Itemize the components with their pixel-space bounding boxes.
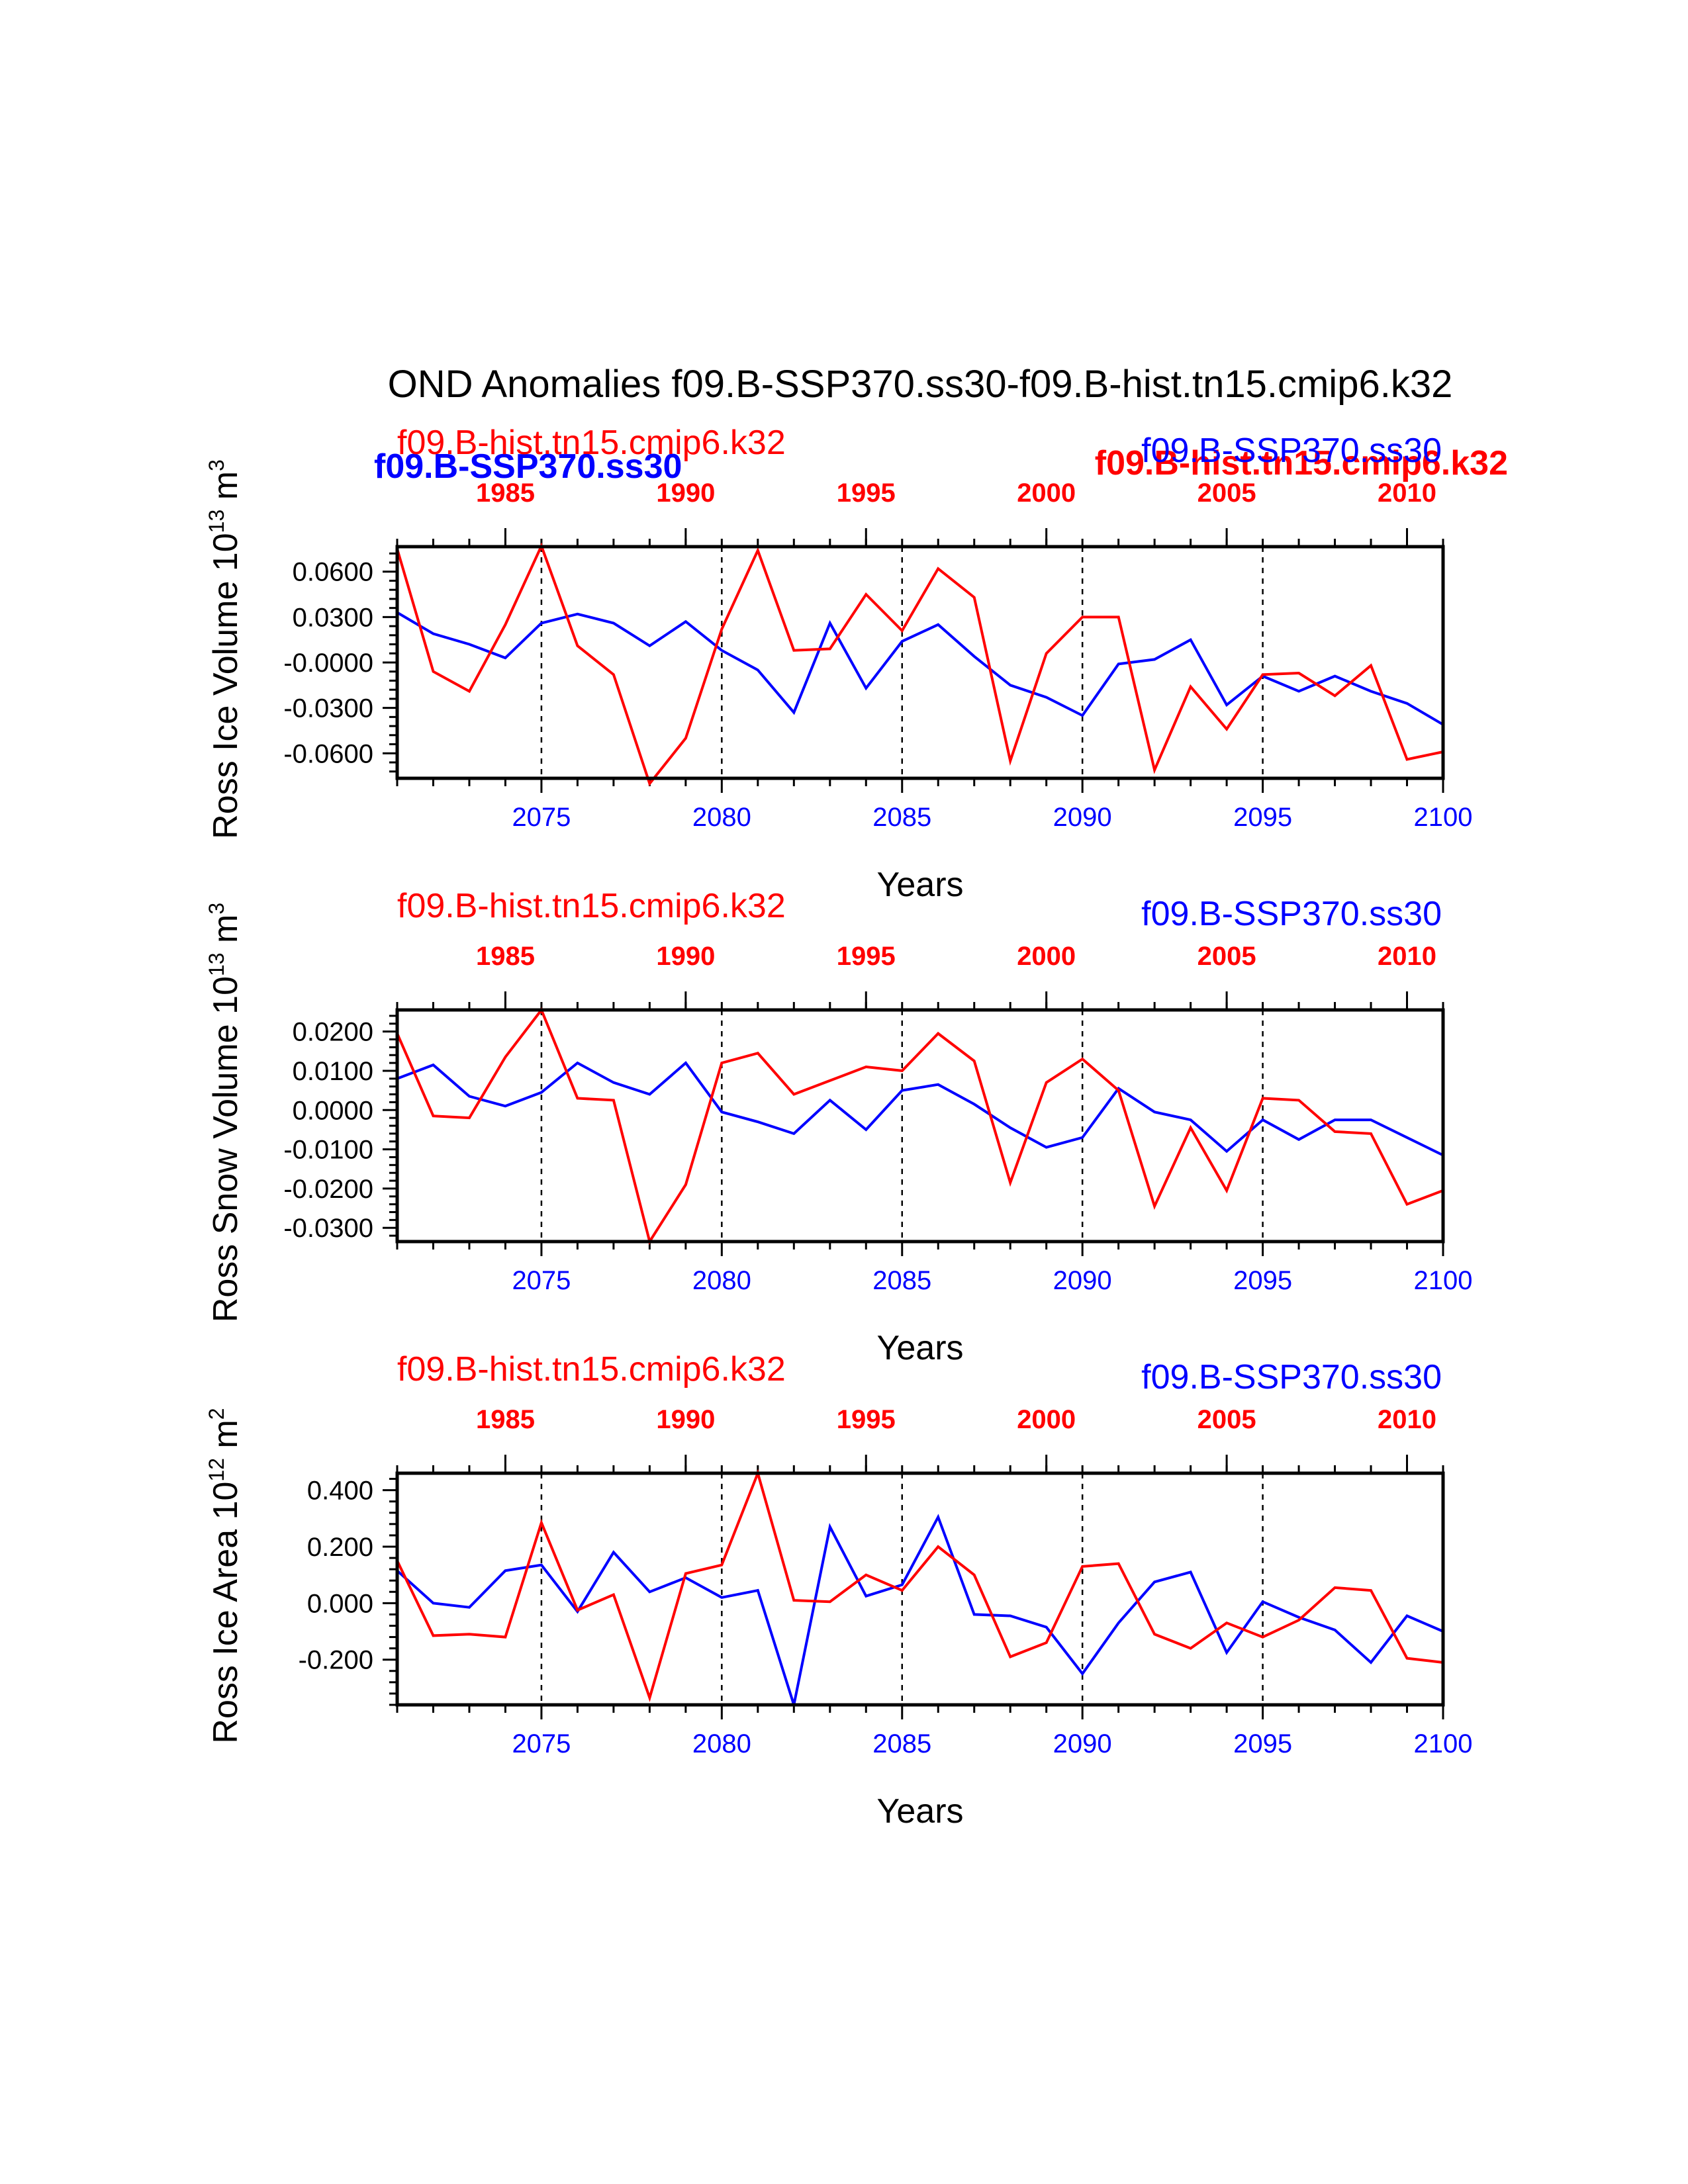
y-axis-title-exponent: 13: [205, 510, 228, 533]
series-line-hist: [396, 1007, 1444, 1245]
series-line-hist: [396, 542, 1444, 787]
y-tick-label: 0.200: [307, 1533, 373, 1562]
x-top-tick-label: 1985: [476, 942, 535, 971]
y-tick-label: 0.0300: [293, 603, 373, 632]
panel-label-ssp370: f09.B-SSP370.ss30: [1141, 895, 1442, 933]
overlap-label-hist: f09.B-hist.tn15.cmip6.k32: [1095, 444, 1508, 482]
y-tick-label: 0.0100: [293, 1057, 373, 1086]
y-axis-title-unit: m: [207, 1420, 245, 1458]
x-top-tick-label: 2005: [1197, 1405, 1256, 1434]
x-top-tick-label: 1990: [656, 1405, 715, 1434]
y-axis-title: Ross Snow Volume 1013 m3: [205, 903, 245, 1322]
x-tick-label: 2085: [872, 803, 931, 832]
overlap-label-ssp370: f09.B-SSP370.ss30: [374, 447, 682, 486]
y-tick-label: -0.0600: [283, 739, 373, 768]
x-tick-label: 2100: [1414, 1729, 1473, 1758]
chart-panel-2: 0.0200 0.0100 0.0000 -0.0100 -0.0200 -0.0300 2…: [205, 887, 1472, 1367]
x-tick-label: 2080: [692, 1729, 751, 1758]
x-top-tick-label: 2000: [1017, 1405, 1076, 1434]
y-tick-label: -0.200: [299, 1646, 373, 1675]
x-tick-label: 2090: [1053, 803, 1112, 832]
panel-label-ssp370: f09.B-SSP370.ss30: [1141, 432, 1442, 470]
figure-title: OND Anomalies f09.B-SSP370.ss30-f09.B-hi…: [388, 363, 1453, 406]
series-line-hist: [396, 1469, 1444, 1702]
x-top-tick-label: 1995: [837, 1405, 896, 1434]
x-axis-title: Years: [876, 866, 963, 904]
x-top-tick-label: 2010: [1378, 1405, 1436, 1434]
x-top-tick-label: 2005: [1197, 478, 1256, 508]
panel-label-hist: f09.B-hist.tn15.cmip6.k32: [397, 424, 786, 462]
x-tick-label: 2075: [512, 803, 571, 832]
y-axis-title-exponent: 13: [205, 952, 228, 976]
x-tick-label: 2075: [512, 1729, 571, 1758]
panel-label-hist: f09.B-hist.tn15.cmip6.k32: [397, 887, 786, 925]
y-tick-label: -0.0100: [283, 1136, 373, 1165]
y-axis-title-unit-exponent: 2: [205, 1408, 228, 1420]
plot-frame: [395, 545, 1445, 780]
x-top-tick-label: 2010: [1378, 478, 1436, 508]
y-tick-label: -0.0300: [283, 694, 373, 723]
series-line-ssp370: [396, 1514, 1444, 1706]
x-tick-label: 2090: [1053, 1729, 1112, 1758]
x-tick-label: 2100: [1414, 1266, 1473, 1295]
series-line-ssp370: [396, 611, 1444, 726]
plot-frame: [395, 1008, 1445, 1244]
x-tick-label: 2085: [872, 1266, 931, 1295]
x-tick-label: 2090: [1053, 1266, 1112, 1295]
y-axis-title-exponent: 12: [205, 1458, 228, 1482]
panel-label-ssp370: f09.B-SSP370.ss30: [1141, 1358, 1442, 1396]
y-axis-title-unit: m: [207, 915, 245, 953]
x-top-tick-label: 1985: [476, 478, 535, 508]
y-tick-label: -0.0300: [283, 1214, 373, 1243]
y-axis-title-unit-exponent: 3: [205, 459, 228, 471]
x-tick-label: 2100: [1414, 803, 1473, 832]
plot-frame: [395, 1471, 1445, 1707]
y-axis-title-unit: m: [207, 471, 245, 510]
y-tick-label: 0.000: [307, 1589, 373, 1618]
x-tick-label: 2080: [692, 803, 751, 832]
chart-panel-1: 0.0600 0.0300 -0.0000 -0.0300 -0.0600 2075 208…: [205, 424, 1472, 904]
y-tick-label: 0.400: [307, 1477, 373, 1506]
y-axis-title: Ross Ice Area 1012 m2: [205, 1408, 245, 1743]
y-tick-label: 0.0200: [293, 1018, 373, 1047]
x-tick-label: 2075: [512, 1266, 571, 1295]
y-axis-title-main: Ross Snow Volume 10: [207, 976, 245, 1322]
x-tick-label: 2080: [692, 1266, 751, 1295]
y-tick-label: -0.0200: [283, 1175, 373, 1204]
x-tick-label: 2085: [872, 1729, 931, 1758]
x-axis-title: Years: [876, 1792, 963, 1831]
chart-panel-3: 0.400 0.200 0.000 -0.200 2075 2080 2085 2090 209…: [205, 1350, 1472, 1831]
x-top-tick-label: 2000: [1017, 942, 1076, 971]
x-top-tick-label: 1995: [837, 478, 896, 508]
x-top-tick-label: 1995: [837, 942, 896, 971]
series-line-ssp370: [397, 1061, 1444, 1157]
y-tick-label: 0.0600: [293, 558, 373, 587]
x-tick-label: 2095: [1233, 1729, 1292, 1758]
y-tick-label: -0.0000: [283, 649, 373, 678]
x-top-tick-label: 1985: [476, 1405, 535, 1434]
panels-group: 0.0600 0.0300 -0.0000 -0.0300 -0.0600 2075 208…: [205, 424, 1472, 1831]
y-tick-label: 0.0000: [293, 1096, 373, 1125]
x-tick-label: 2095: [1233, 803, 1292, 832]
x-top-tick-label: 2005: [1197, 942, 1256, 971]
x-top-tick-label: 2010: [1378, 942, 1436, 971]
panel-label-hist: f09.B-hist.tn15.cmip6.k32: [397, 1350, 786, 1388]
y-axis-title-unit-exponent: 3: [205, 903, 228, 915]
y-axis-title-main: Ross Ice Area 10: [207, 1482, 245, 1744]
y-axis-title-main: Ross Ice Volume 10: [207, 533, 245, 839]
x-tick-label: 2095: [1233, 1266, 1292, 1295]
x-axis-title: Years: [876, 1329, 963, 1367]
x-top-tick-label: 2000: [1017, 478, 1076, 508]
x-top-tick-label: 1990: [656, 478, 715, 508]
x-top-tick-label: 1990: [656, 942, 715, 971]
y-axis-title: Ross Ice Volume 1013 m3: [205, 459, 245, 839]
